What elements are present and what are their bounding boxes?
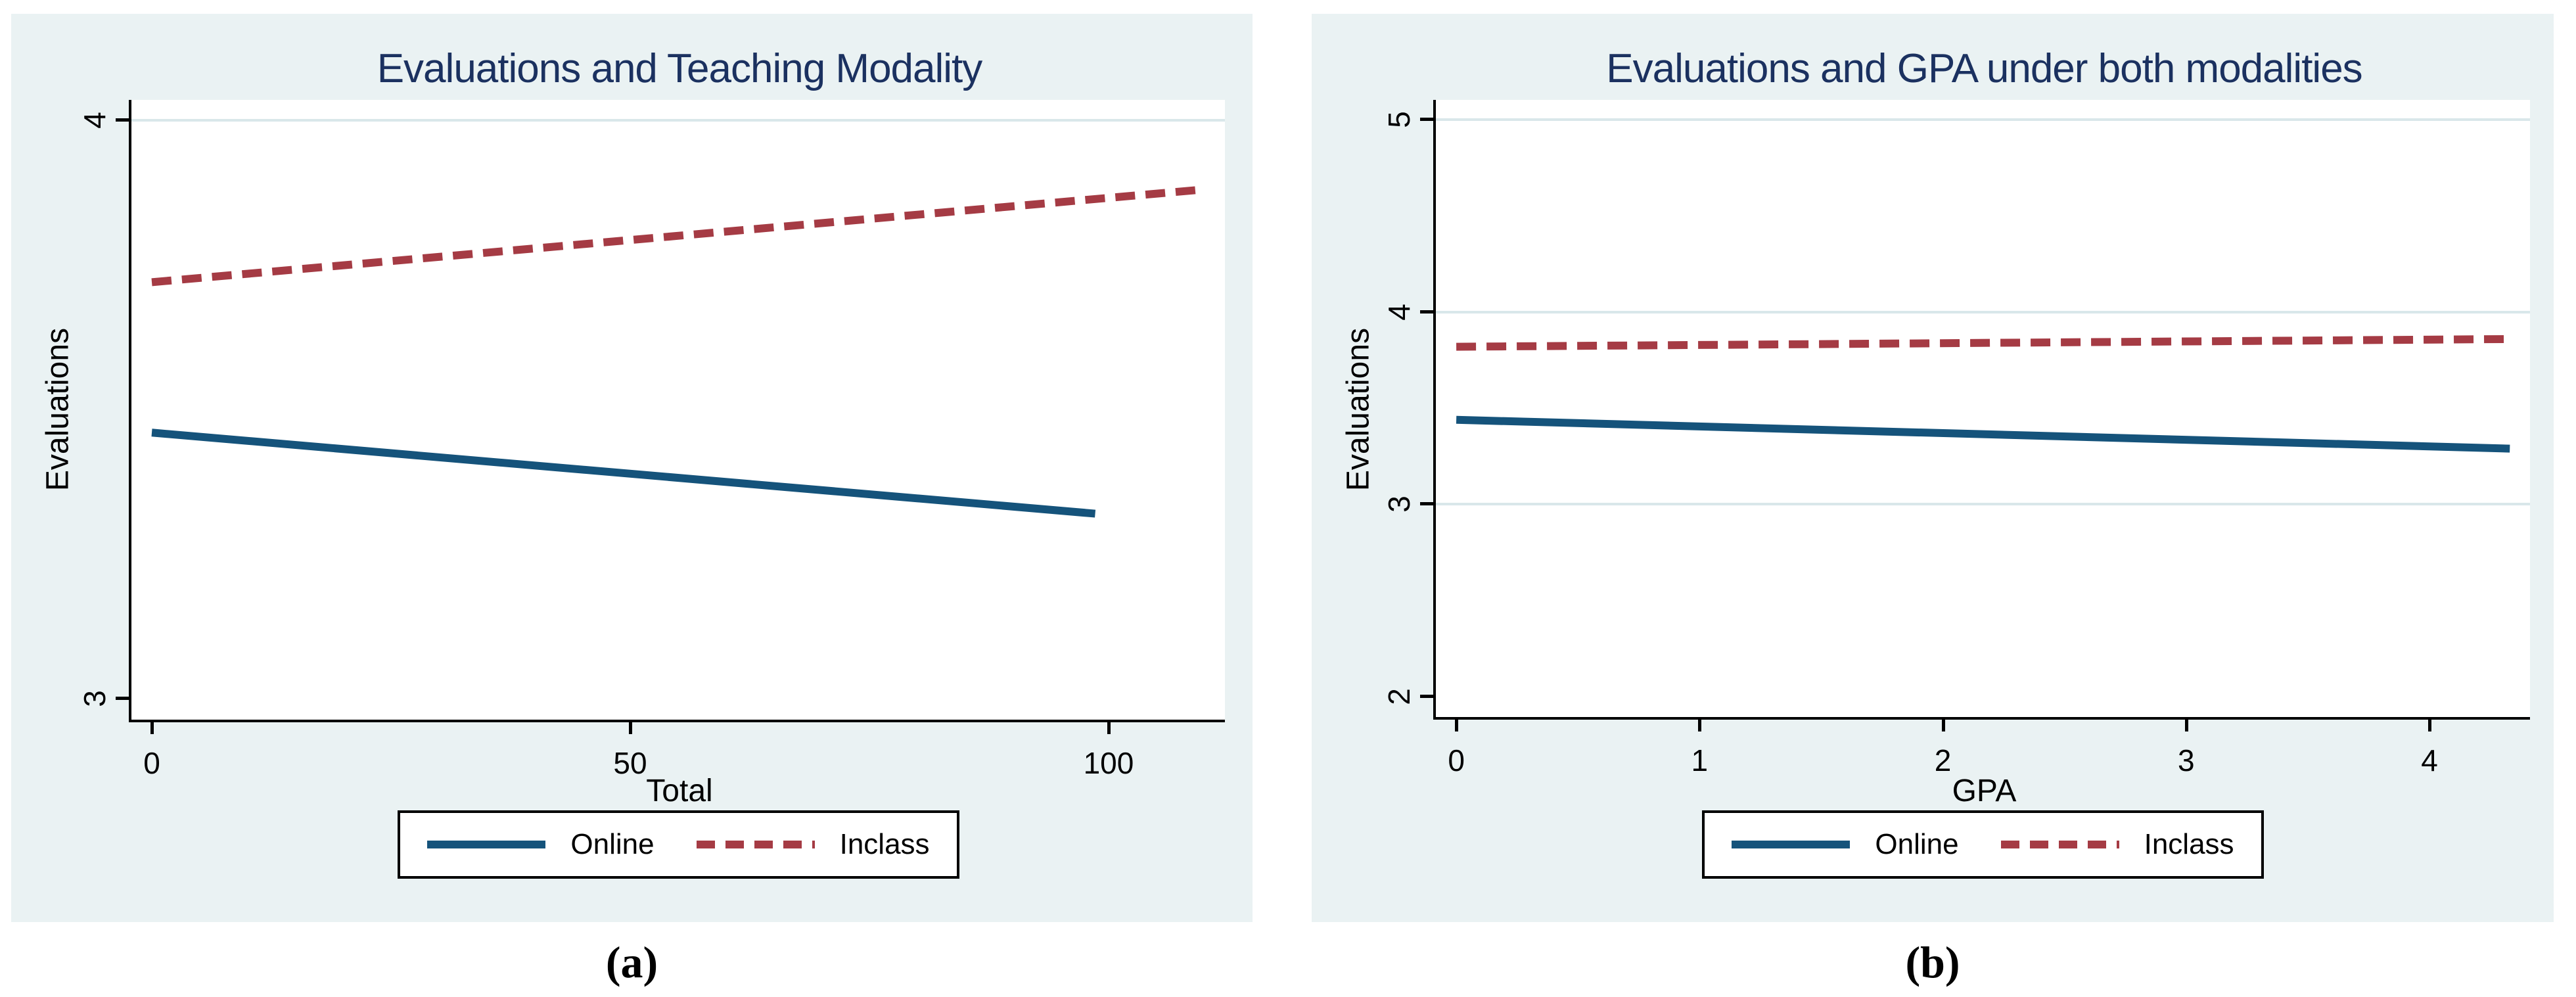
y-tick-label: 2 xyxy=(1382,688,1416,705)
inclass-series-line xyxy=(1456,335,2510,351)
legend-label-online: Online xyxy=(1875,828,1959,860)
x-tick-label: 3 xyxy=(2178,743,2195,777)
x-tick-label: 4 xyxy=(2421,743,2438,777)
x-tick-label: 2 xyxy=(1934,743,1952,777)
chart-panel-a: Evaluations and Teaching Modality Evalua… xyxy=(11,14,1253,922)
x-tick-label: 0 xyxy=(1448,743,1465,777)
legend-label-inclass: Inclass xyxy=(839,828,930,860)
x-axis-label: GPA xyxy=(1952,774,2017,808)
y-tick-mark xyxy=(1420,310,1433,313)
y-gridline xyxy=(1436,310,2530,313)
legend-line-swatch-online xyxy=(427,841,546,848)
plot-area xyxy=(1433,100,2530,720)
legend-line-swatch-online xyxy=(1732,841,1851,848)
x-axis-label: Total xyxy=(646,774,713,808)
y-tick-label: 4 xyxy=(1382,304,1416,321)
legend-line-swatch-inclass xyxy=(2000,841,2119,848)
inclass-series-line xyxy=(151,185,1203,287)
y-tick-label: 4 xyxy=(78,112,112,129)
panel-caption-b: (b) xyxy=(1905,937,1960,987)
legend-label-online: Online xyxy=(570,828,655,860)
legend-line-swatch-inclass xyxy=(696,841,815,848)
x-tick-mark xyxy=(1107,722,1111,734)
y-tick-mark xyxy=(116,118,129,122)
online-series-line xyxy=(1456,415,2510,453)
chart-title: Evaluations and Teaching Modality xyxy=(377,46,983,91)
x-tick-mark xyxy=(2184,720,2188,731)
x-tick-mark xyxy=(1941,720,1945,731)
y-axis-label: Evaluations xyxy=(40,327,76,492)
x-tick-mark xyxy=(2428,720,2432,731)
y-gridline xyxy=(131,118,1225,122)
chart-title: Evaluations and GPA under both modalitie… xyxy=(1606,46,2362,91)
y-gridline xyxy=(1436,503,2530,506)
legend-label-inclass: Inclass xyxy=(2144,828,2234,860)
chart-lines xyxy=(151,185,1203,518)
chart-panel-b: Evaluations and GPA under both modalitie… xyxy=(1312,14,2554,922)
y-tick-label: 3 xyxy=(1382,496,1416,513)
x-tick-label: 100 xyxy=(1083,746,1134,780)
plot-region: 2 3 4 5 0 1 2 3 4 xyxy=(1382,100,2530,777)
y-tick-mark xyxy=(116,697,129,701)
x-tick-label: 0 xyxy=(143,746,160,780)
legend: Online Inclass xyxy=(398,810,959,879)
x-tick-mark xyxy=(628,722,632,734)
x-tick-mark xyxy=(150,722,154,734)
chart-lines xyxy=(1456,335,2510,453)
legend: Online Inclass xyxy=(1702,810,2264,879)
y-tick-mark xyxy=(1420,118,1433,122)
panel-caption-a: (a) xyxy=(605,937,658,987)
x-tick-mark xyxy=(1698,720,1702,731)
y-axis-label: Evaluations xyxy=(1341,327,1376,492)
plot-region: 3 4 0 50 100 xyxy=(78,100,1225,780)
x-tick-mark xyxy=(1455,720,1459,731)
legend-items: Online Inclass xyxy=(1732,825,2234,864)
x-tick-label: 50 xyxy=(613,746,647,780)
y-tick-label: 3 xyxy=(78,690,112,708)
y-tick-mark xyxy=(1420,502,1433,506)
x-tick-label: 1 xyxy=(1691,743,1709,777)
y-gridline xyxy=(1436,118,2530,122)
y-tick-mark xyxy=(1420,694,1433,698)
legend-items: Online Inclass xyxy=(427,825,930,864)
y-tick-label: 5 xyxy=(1382,111,1416,129)
online-series-line xyxy=(151,429,1096,518)
